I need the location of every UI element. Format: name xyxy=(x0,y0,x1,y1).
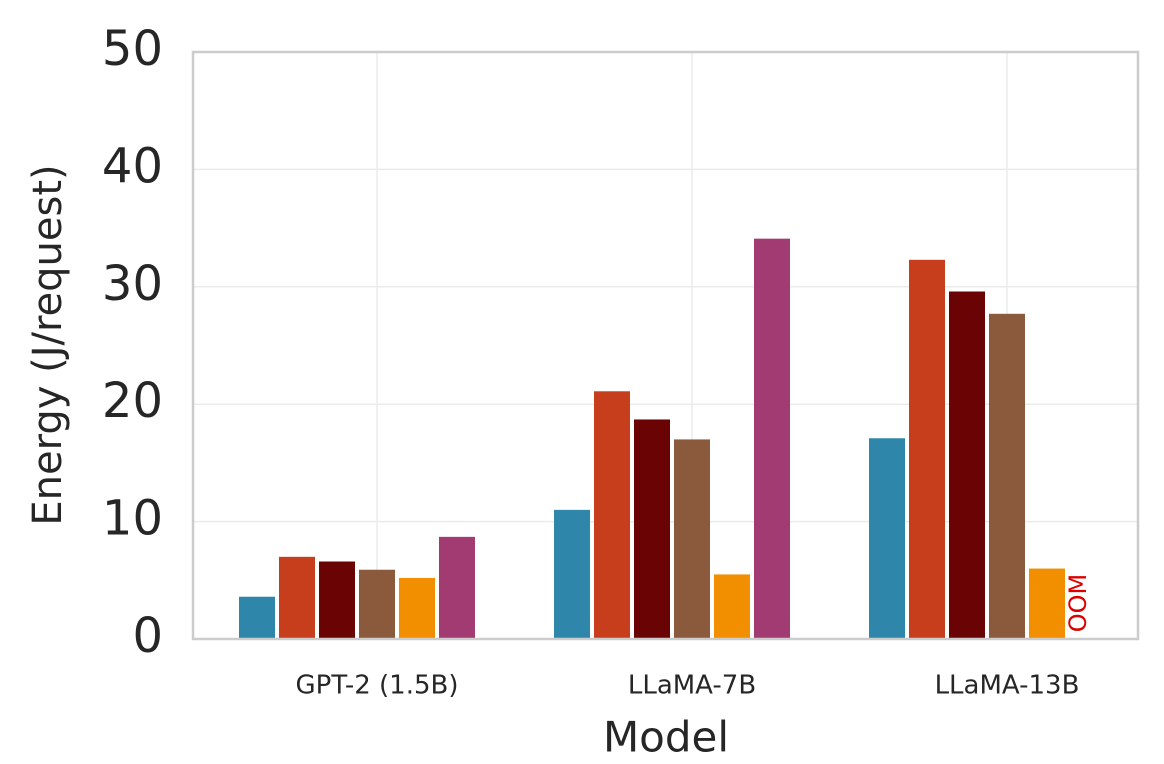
x-tick-label: LLaMA-13B xyxy=(935,671,1080,701)
bar xyxy=(1029,568,1065,639)
annotation: OOM xyxy=(1064,574,1092,633)
y-tick-label: 20 xyxy=(102,373,163,429)
bar xyxy=(319,561,355,639)
bar xyxy=(439,536,475,639)
y-axis-label: Energy (J/request) xyxy=(25,164,71,525)
bar xyxy=(909,259,945,639)
bar xyxy=(594,391,630,639)
bar xyxy=(714,574,750,639)
bar xyxy=(634,419,670,639)
bar xyxy=(279,556,315,639)
y-tick-label: 40 xyxy=(102,138,163,194)
y-tick-label: 30 xyxy=(102,256,163,312)
plot-frame xyxy=(191,50,1140,641)
bar xyxy=(949,291,985,639)
bar xyxy=(239,596,275,639)
y-tick-label: 50 xyxy=(102,21,163,77)
x-tick-label: GPT-2 (1.5B) xyxy=(296,671,459,701)
y-tick-label: 10 xyxy=(102,491,163,547)
bar xyxy=(359,569,395,639)
y-tick-label: 0 xyxy=(132,608,163,664)
bar xyxy=(399,577,435,639)
bar xyxy=(869,438,905,639)
bar xyxy=(989,313,1025,639)
bar xyxy=(754,238,790,639)
x-axis-label: Model xyxy=(603,713,729,762)
x-tick-label: LLaMA-7B xyxy=(628,671,756,701)
bar xyxy=(674,439,710,639)
bar xyxy=(554,509,590,639)
